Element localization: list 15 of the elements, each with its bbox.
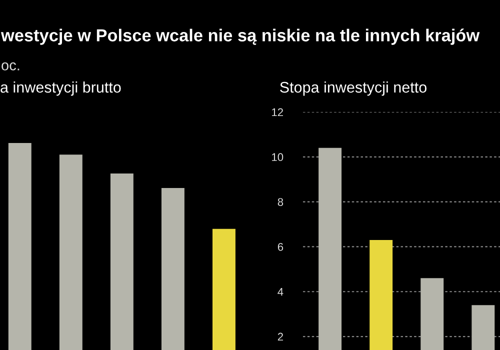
y-tick-label: 2 [278,332,283,341]
y-tick-label: 12 [272,108,283,116]
text: westycje w Polsce wcale nie są niskie na tle innych krajów [0,28,480,45]
text: oc. [2,62,20,70]
y-tick-label: 4 [278,288,284,296]
y-tick-label: 6 [278,242,284,251]
bar [212,228,236,350]
bar [59,154,82,350]
y-tick-label: 8 [278,198,284,206]
bar [8,143,32,350]
y-tick-label: 10 [272,153,284,162]
chart-title: Stopa inwestycji netto [280,81,426,96]
bar [110,173,134,350]
bar [161,188,184,350]
chart-title: a inwestycji brutto [0,81,121,96]
